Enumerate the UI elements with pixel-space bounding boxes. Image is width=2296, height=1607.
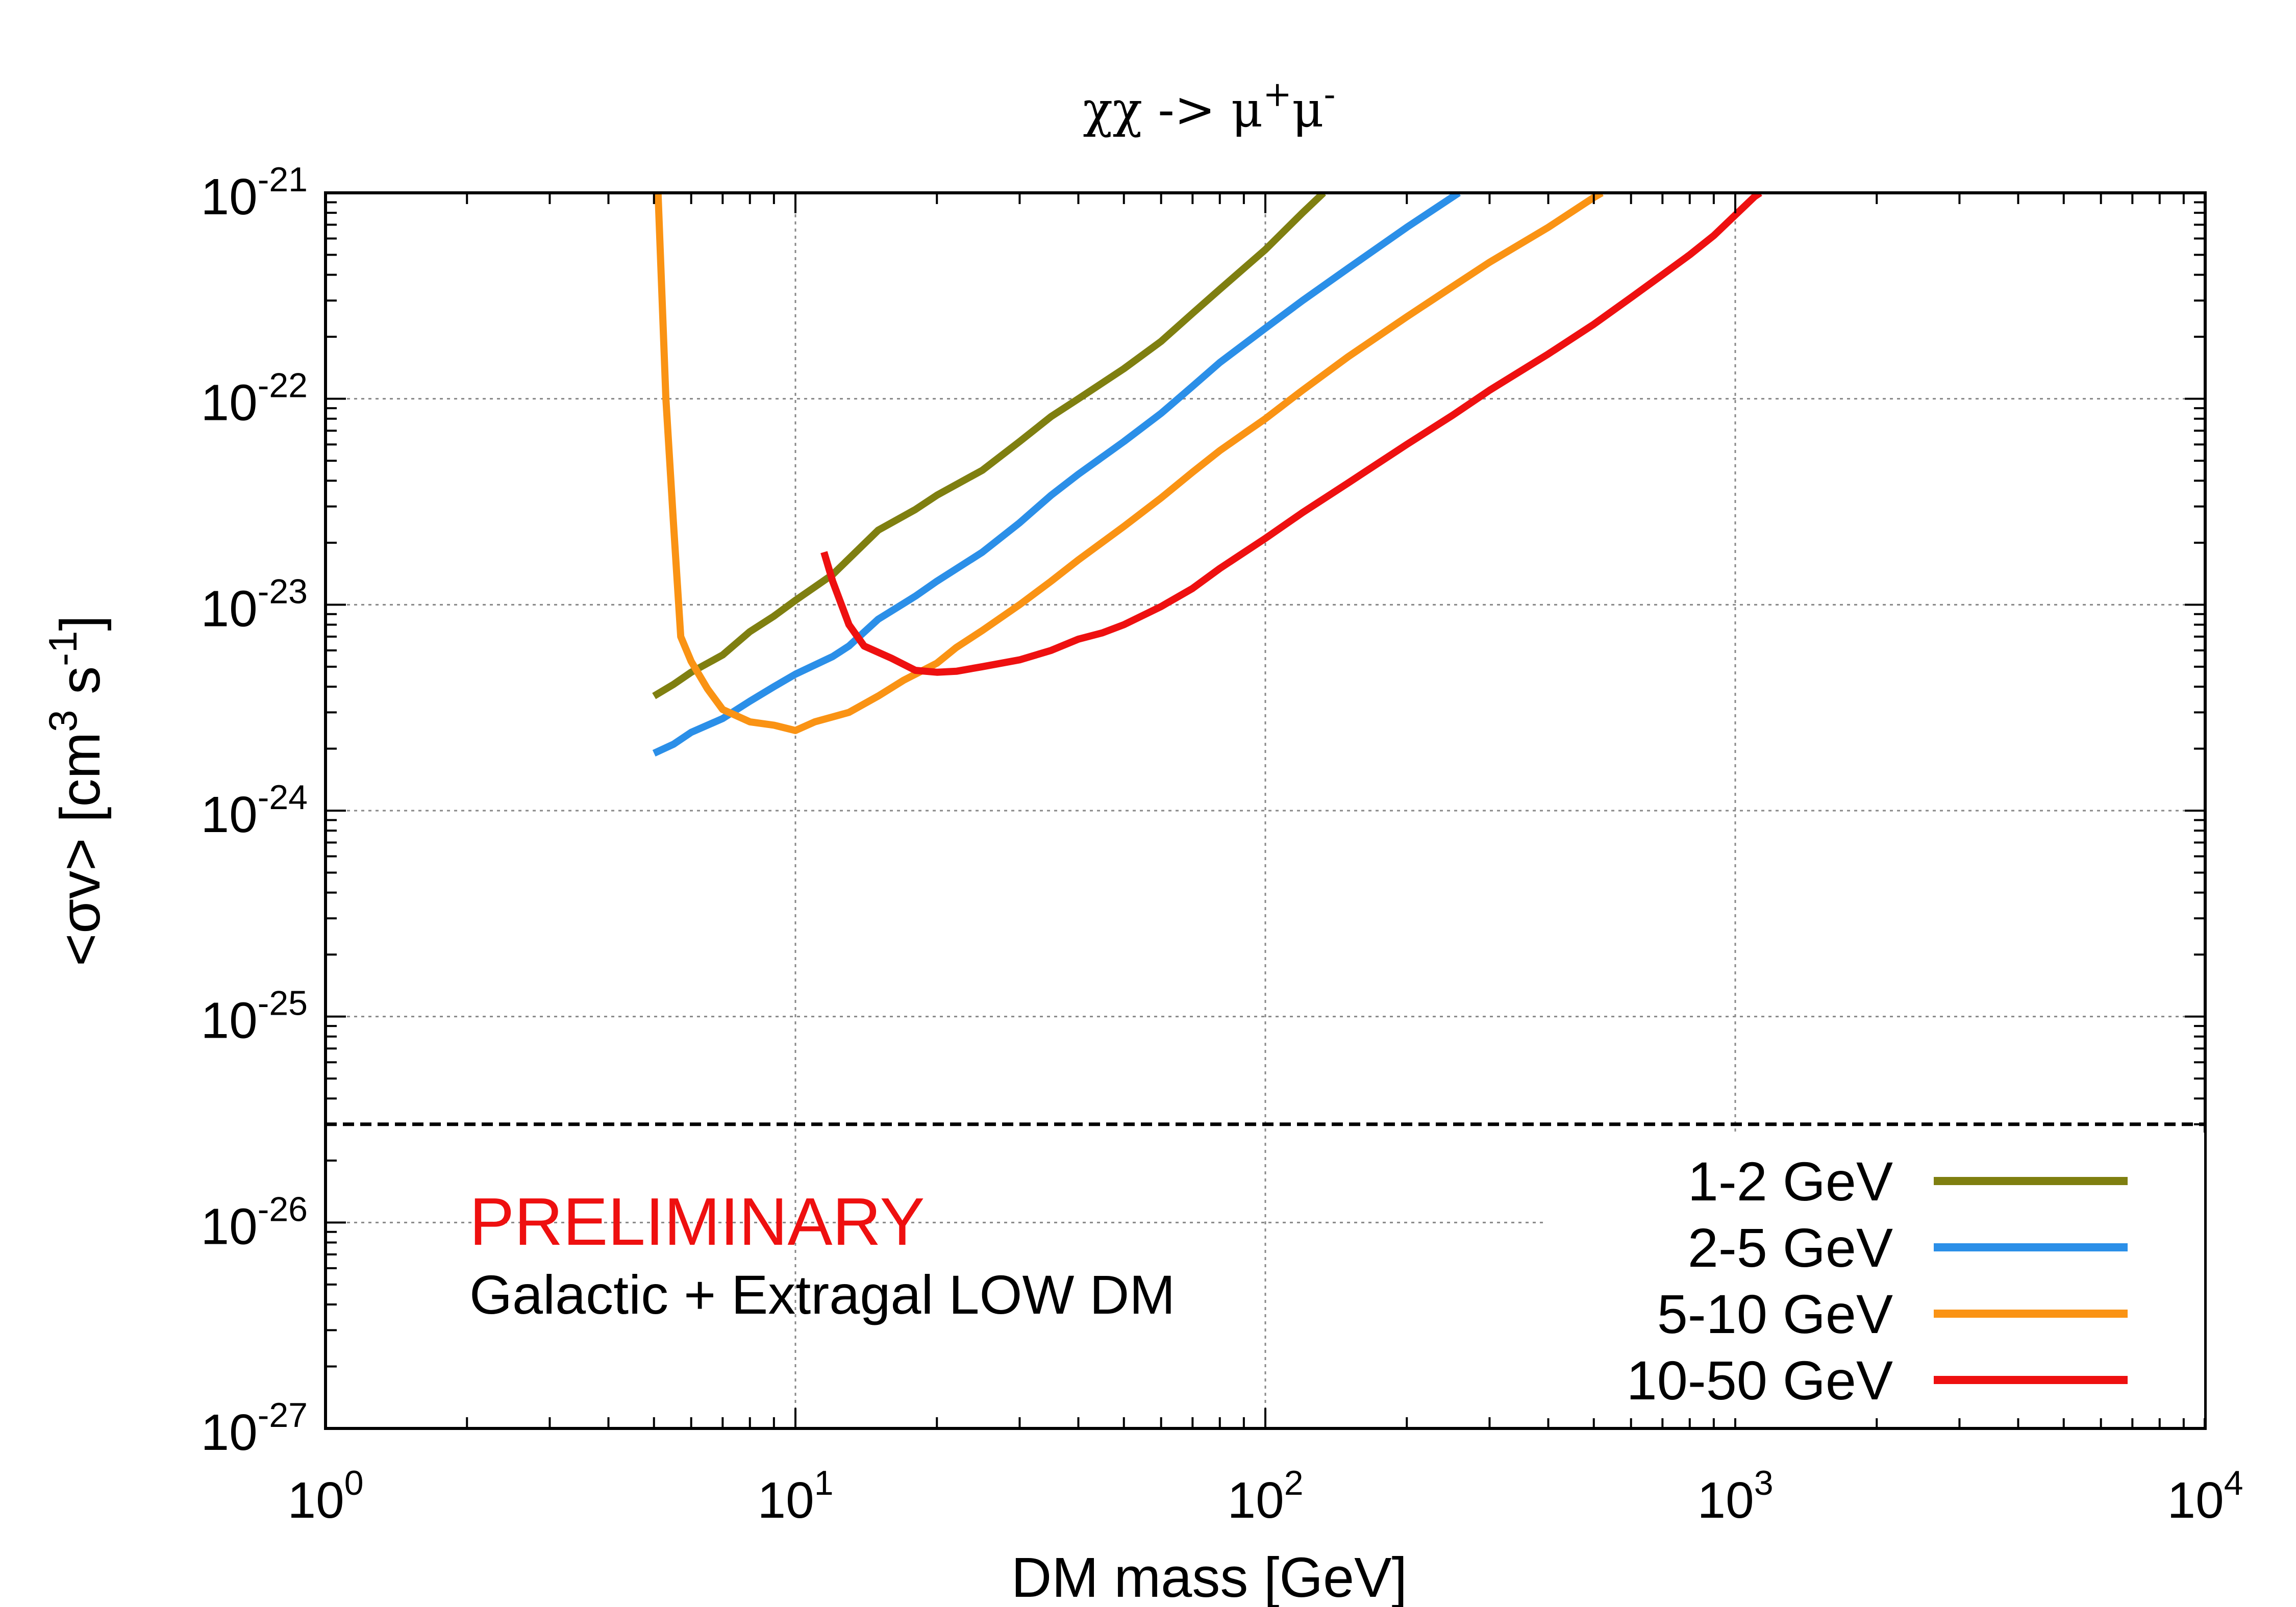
series-line-4 <box>820 193 1762 676</box>
ylabel-base: <σv> [cm <box>49 732 112 966</box>
title-base: χχ -> μ <box>1083 81 1263 138</box>
series-line-2 <box>652 193 1461 757</box>
y-tick-exp: -22 <box>258 366 308 405</box>
x-tick-exp: 1 <box>814 1464 834 1502</box>
y-tick-label: 10-24 <box>201 778 308 843</box>
x-tick-label: 101 <box>757 1464 833 1529</box>
x-tick-exp: 3 <box>1754 1464 1774 1502</box>
y-tick-base: 10 <box>201 374 257 432</box>
series-line-3 <box>654 193 1604 734</box>
y-tick-base: 10 <box>201 992 257 1049</box>
x-tick-label: 103 <box>1697 1464 1773 1529</box>
y-tick-base: 10 <box>201 580 257 637</box>
ylabel-mid: s <box>49 666 112 710</box>
x-tick-exp: 4 <box>2224 1464 2243 1502</box>
x-tick-label: 100 <box>287 1464 363 1529</box>
plot-frame <box>324 191 2207 1430</box>
ylabel-sup2: -1 <box>40 631 85 666</box>
y-tick-exp: -23 <box>258 572 308 611</box>
x-tick-base: 10 <box>287 1472 344 1529</box>
series-line-1 <box>652 193 1326 699</box>
y-axis-label: <σv> [cm3 s-1] <box>40 615 112 966</box>
legend-label-4: 10-50 GeV <box>1627 1349 1893 1411</box>
legend-label-1: 1-2 GeV <box>1688 1150 1893 1212</box>
legend-label-2: 2-5 GeV <box>1688 1217 1893 1278</box>
series-lines <box>652 193 1762 757</box>
x-tick-base: 10 <box>1227 1472 1284 1529</box>
y-tick-exp: -25 <box>258 984 308 1023</box>
y-tick-label: 10-23 <box>201 572 308 637</box>
x-tick-label: 104 <box>2167 1464 2243 1529</box>
y-tick-label: 10-22 <box>201 366 308 432</box>
dataset-label: Galactic + Extragal LOW DM <box>469 1264 1175 1325</box>
title-sup2: - <box>1324 74 1336 115</box>
y-tick-base: 10 <box>201 168 257 225</box>
ylabel-end: ] <box>49 615 112 631</box>
y-tick-exp: -27 <box>258 1396 308 1435</box>
y-tick-exp: -24 <box>258 778 308 817</box>
title-mid: μ <box>1292 81 1324 138</box>
y-tick-base: 10 <box>201 1404 257 1461</box>
chart-title: χχ -> μ+μ- <box>1083 74 1336 138</box>
y-tick-exp: -26 <box>258 1190 308 1228</box>
x-tick-exp: 0 <box>344 1464 364 1502</box>
y-tick-base: 10 <box>201 1198 257 1255</box>
x-tick-labels: 100 101 102 103 104 <box>287 1464 2243 1529</box>
x-tick-base: 10 <box>2167 1472 2224 1529</box>
legend-label-3: 5-10 GeV <box>1657 1283 1893 1345</box>
y-tick-label: 10-21 <box>201 160 308 225</box>
y-tick-exp: -21 <box>258 160 308 199</box>
preliminary-label: PRELIMINARY <box>469 1184 925 1259</box>
y-tick-base: 10 <box>201 786 257 843</box>
x-axis-label: DM mass [GeV] <box>1011 1546 1407 1607</box>
x-tick-base: 10 <box>1697 1472 1754 1529</box>
title-sup1: + <box>1263 74 1292 115</box>
x-tick-label: 102 <box>1227 1464 1303 1529</box>
x-tick-base: 10 <box>757 1472 814 1529</box>
ylabel-sup1: 3 <box>40 710 85 732</box>
y-tick-label: 10-25 <box>201 984 308 1049</box>
x-tick-exp: 2 <box>1284 1464 1304 1502</box>
y-tick-label: 10-26 <box>201 1190 308 1255</box>
y-tick-label: 10-27 <box>201 1396 308 1461</box>
